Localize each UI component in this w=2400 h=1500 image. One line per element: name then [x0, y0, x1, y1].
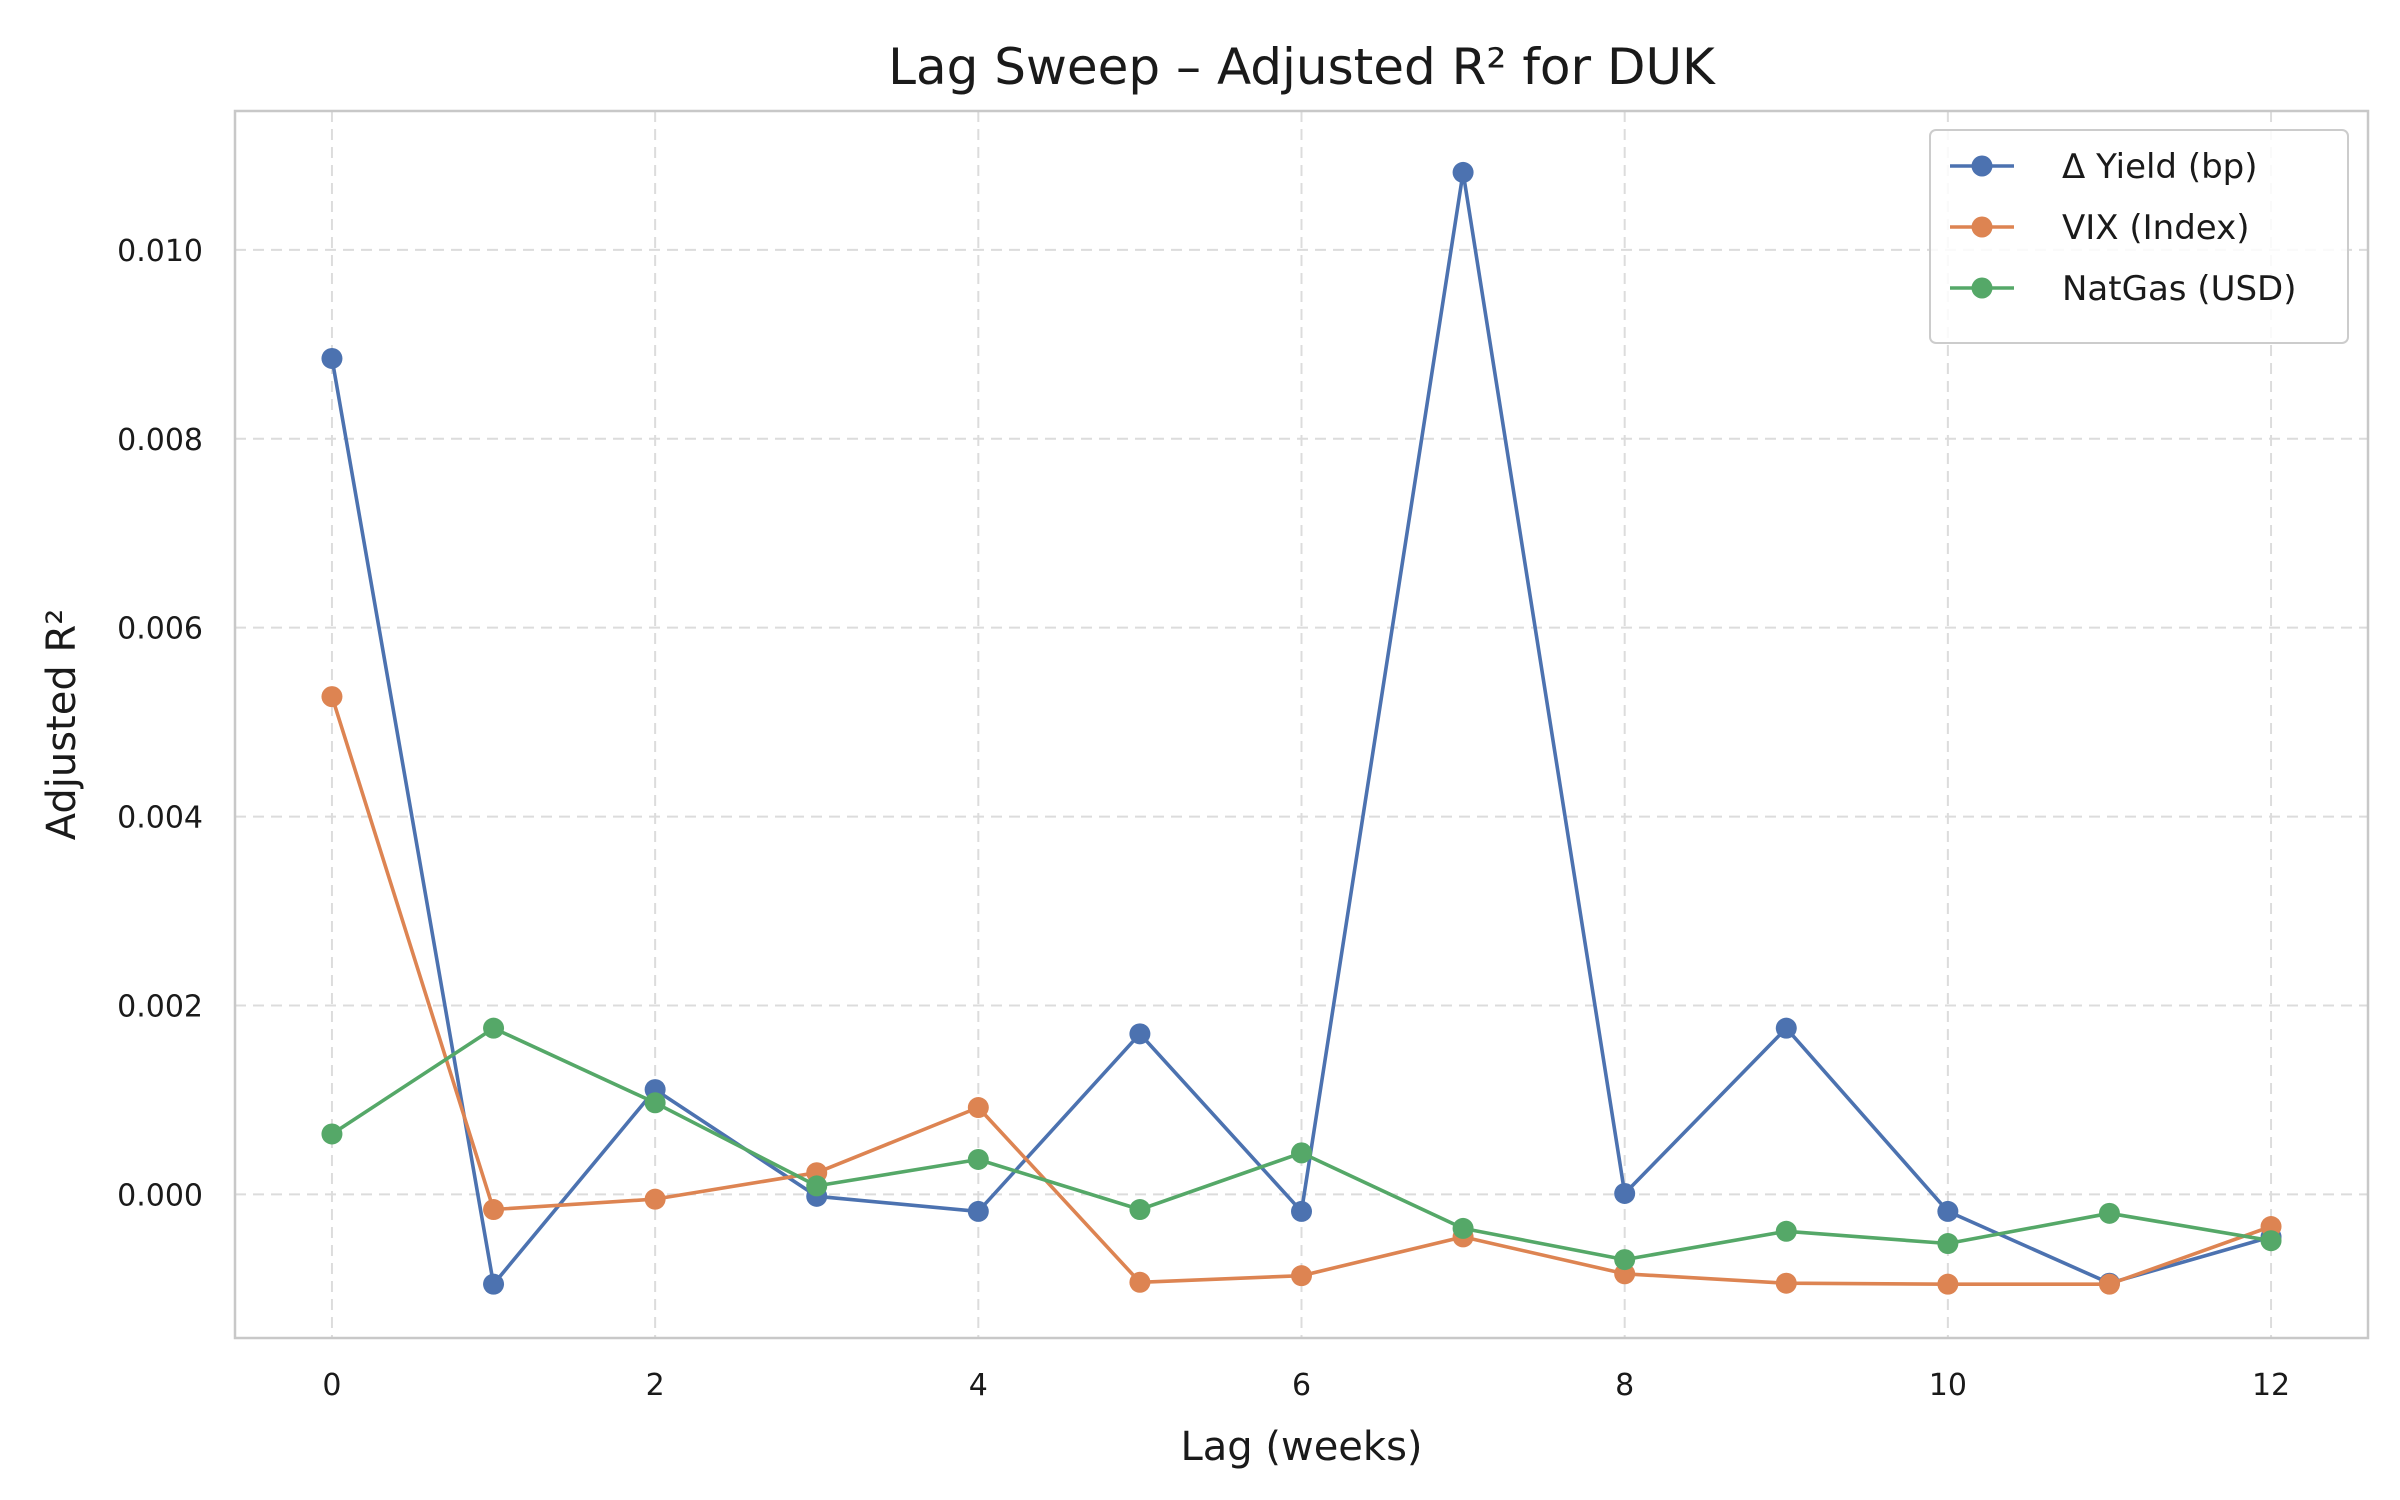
data-point — [321, 1123, 343, 1145]
legend-box — [1929, 129, 2349, 344]
data-point — [1291, 1265, 1312, 1287]
y-axis-label: Adjusted R² — [39, 609, 85, 841]
data-point — [2098, 1202, 2120, 1224]
legend-item-2: NatGas (USD) — [1950, 269, 2296, 309]
data-point — [1129, 1271, 1151, 1293]
legend-label: Δ Yield (bp) — [2062, 147, 2258, 187]
x-tick-label: 4 — [969, 1368, 988, 1403]
data-point — [1452, 1217, 1474, 1239]
x-axis-ticks: 0 2 4 6 8 10 12 — [322, 1368, 2290, 1403]
x-tick-label: 10 — [1929, 1368, 1967, 1403]
data-point — [483, 1273, 505, 1295]
data-point — [967, 1200, 989, 1222]
plot-frame — [233, 109, 2370, 1340]
data-point — [1937, 1200, 1959, 1222]
y-tick-label: 0.010 — [117, 234, 203, 269]
legend-item-1: VIX (Index) — [1950, 208, 2250, 248]
data-point — [644, 1188, 666, 1210]
data-point — [806, 1175, 828, 1197]
x-tick-label: 2 — [646, 1368, 665, 1403]
data-point — [1937, 1273, 1959, 1295]
legend-swatch-marker — [1971, 216, 1993, 238]
data-point — [1452, 161, 1474, 183]
x-tick-label: 8 — [1615, 1368, 1634, 1403]
x-tick-label: 12 — [2252, 1368, 2290, 1403]
series-2 — [321, 1017, 2282, 1271]
legend-swatch-marker — [1971, 155, 1993, 177]
x-axis-label: Lag (weeks) — [1180, 1424, 1422, 1470]
data-point — [1614, 1249, 1636, 1271]
data-point — [2098, 1273, 2120, 1295]
data-point — [1291, 1200, 1312, 1222]
series-layer — [321, 161, 2282, 1295]
x-tick-label: 6 — [1292, 1368, 1311, 1403]
y-tick-label: 0.000 — [117, 1178, 203, 1213]
data-point — [1775, 1017, 1797, 1039]
legend-swatch-marker — [1971, 277, 1993, 299]
x-tick-label: 0 — [322, 1368, 341, 1403]
y-tick-label: 0.008 — [117, 423, 203, 458]
data-point — [644, 1092, 666, 1114]
data-point — [967, 1148, 989, 1170]
data-point — [1291, 1142, 1312, 1164]
data-point — [321, 347, 343, 369]
data-point — [2260, 1230, 2282, 1252]
data-point — [321, 686, 343, 708]
data-point — [1937, 1233, 1959, 1255]
y-tick-label: 0.006 — [117, 612, 203, 647]
data-point — [483, 1199, 505, 1221]
gridlines — [235, 111, 2368, 1338]
y-tick-label: 0.004 — [117, 801, 203, 836]
data-point — [1775, 1272, 1797, 1294]
data-point — [483, 1017, 505, 1039]
data-point — [967, 1097, 989, 1119]
chart-title: Lag Sweep – Adjusted R² for DUK — [888, 38, 1716, 96]
y-tick-label: 0.002 — [117, 990, 203, 1025]
data-point — [1614, 1182, 1636, 1204]
legend-item-0: Δ Yield (bp) — [1950, 147, 2258, 187]
legend-label: NatGas (USD) — [2062, 269, 2296, 309]
data-point — [1775, 1220, 1797, 1242]
legend-label: VIX (Index) — [2062, 208, 2250, 248]
y-axis-ticks: 0.000 0.002 0.004 0.006 0.008 0.010 — [117, 234, 203, 1214]
data-point — [1129, 1023, 1151, 1045]
legend: Δ Yield (bp) VIX (Index) NatGas (USD) — [1929, 129, 2349, 344]
data-point — [1129, 1199, 1151, 1221]
